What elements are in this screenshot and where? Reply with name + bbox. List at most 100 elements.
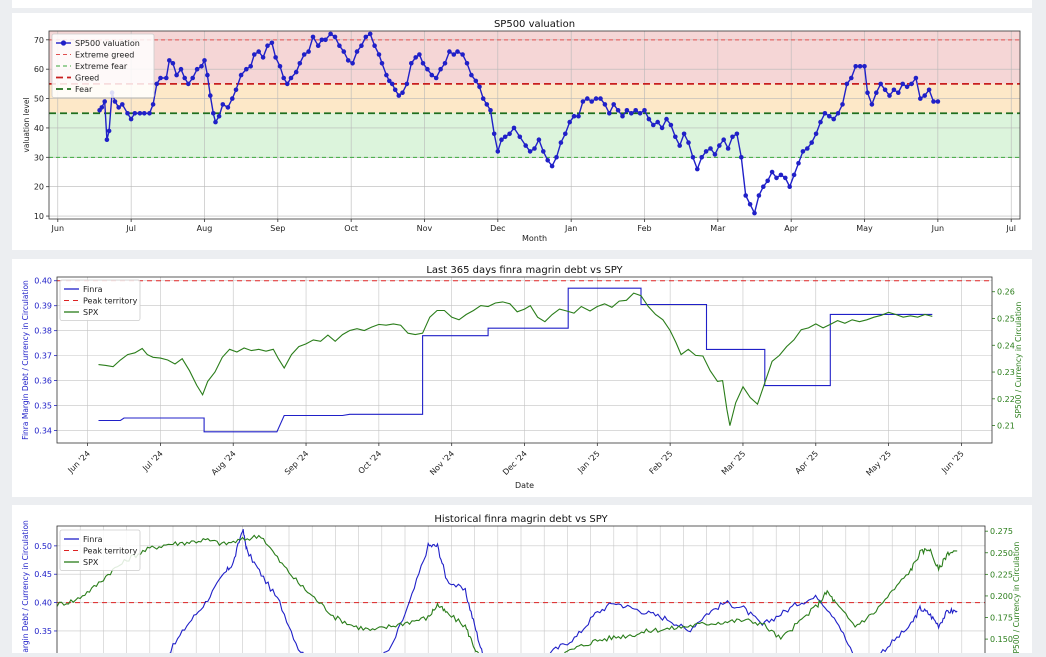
data-point bbox=[429, 72, 435, 78]
data-point bbox=[142, 111, 147, 116]
y-tick-label: 0.50 bbox=[34, 542, 52, 551]
data-point bbox=[273, 55, 278, 60]
data-point bbox=[659, 125, 665, 131]
data-point bbox=[681, 131, 687, 137]
data-point bbox=[216, 113, 222, 119]
x-tick-label: Jun bbox=[931, 224, 945, 233]
data-point bbox=[822, 111, 828, 116]
data-point bbox=[420, 61, 426, 66]
data-point bbox=[857, 64, 863, 69]
data-point bbox=[190, 75, 195, 81]
data-point bbox=[363, 34, 369, 40]
data-point bbox=[517, 134, 523, 140]
data-point bbox=[922, 93, 927, 98]
y-tick-label: 0.37 bbox=[34, 352, 52, 361]
data-point bbox=[598, 96, 603, 101]
plot-frame bbox=[56, 525, 986, 657]
data-point bbox=[252, 52, 257, 57]
data-point bbox=[739, 155, 744, 160]
y-tick-label: 60 bbox=[34, 65, 44, 74]
data-point bbox=[717, 143, 722, 148]
x-tick-label: Oct bbox=[344, 224, 358, 233]
y2-axis-label: SP500 / Currency in Circulation bbox=[1012, 542, 1021, 653]
finra-365-panel: Last 365 days finra magrin debt vs SPY 0.… bbox=[12, 259, 1032, 497]
y2-tick-label: 0.275 bbox=[990, 527, 1013, 536]
series-line-spx bbox=[56, 534, 958, 657]
x-tick-label: Jan '25 bbox=[575, 449, 601, 475]
data-point bbox=[495, 149, 501, 154]
data-point bbox=[359, 43, 364, 48]
data-point bbox=[523, 143, 528, 148]
data-point bbox=[695, 166, 700, 172]
data-point bbox=[244, 66, 249, 72]
legend-box bbox=[59, 529, 141, 571]
legend-label: Finra bbox=[83, 535, 103, 544]
data-point bbox=[686, 140, 691, 145]
data-point bbox=[882, 87, 888, 93]
y2-tick-label: 0.21 bbox=[997, 422, 1015, 431]
data-point bbox=[783, 175, 788, 181]
data-point bbox=[102, 99, 107, 104]
data-point bbox=[532, 146, 537, 151]
x-tick-label: Jul bbox=[125, 224, 136, 233]
data-point bbox=[620, 113, 625, 119]
x-tick-label: Feb '25 bbox=[648, 449, 675, 476]
data-point bbox=[182, 75, 187, 81]
x-tick-label: Jul '24 bbox=[140, 449, 164, 473]
data-point bbox=[438, 66, 443, 72]
y-tick-label: 0.35 bbox=[34, 402, 52, 411]
data-point bbox=[310, 34, 316, 40]
x-tick-label: Jun bbox=[51, 224, 65, 233]
data-point bbox=[507, 131, 512, 137]
data-point bbox=[477, 84, 482, 90]
data-point bbox=[913, 75, 919, 81]
legend-label: Fear bbox=[75, 85, 93, 94]
data-point bbox=[900, 81, 905, 87]
data-point bbox=[918, 96, 923, 101]
data-point bbox=[372, 43, 377, 48]
legend-label: Extreme fear bbox=[75, 62, 128, 71]
y-tick-label: 0.35 bbox=[34, 627, 52, 636]
data-point bbox=[337, 43, 342, 48]
data-point bbox=[511, 125, 517, 131]
y-tick-label: 0.40 bbox=[34, 277, 52, 286]
data-point bbox=[831, 116, 836, 122]
data-point bbox=[384, 72, 389, 78]
data-point bbox=[849, 75, 854, 81]
data-point bbox=[874, 90, 879, 95]
data-point bbox=[281, 75, 287, 81]
data-point bbox=[637, 111, 643, 116]
data-point bbox=[549, 163, 555, 169]
data-point bbox=[409, 61, 414, 66]
legend-label: SP500 valuation bbox=[75, 39, 140, 48]
data-point bbox=[673, 134, 678, 140]
data-point bbox=[301, 52, 307, 57]
data-point bbox=[345, 58, 351, 63]
data-point bbox=[896, 90, 901, 95]
data-point bbox=[935, 99, 941, 104]
data-point bbox=[328, 31, 333, 37]
data-point bbox=[646, 116, 652, 122]
data-point bbox=[502, 134, 508, 140]
data-point bbox=[491, 131, 497, 137]
data-point bbox=[455, 49, 460, 54]
data-point bbox=[769, 169, 775, 175]
data-point bbox=[887, 93, 892, 98]
data-point bbox=[725, 146, 731, 151]
data-point bbox=[341, 49, 347, 54]
data-point bbox=[545, 158, 550, 163]
legend-box bbox=[51, 33, 155, 98]
data-point bbox=[367, 31, 373, 37]
y-tick-label: 50 bbox=[34, 95, 44, 104]
data-point bbox=[878, 81, 883, 87]
data-point bbox=[147, 111, 152, 116]
data-point bbox=[840, 102, 845, 107]
data-point bbox=[611, 102, 616, 107]
y2-tick-label: 0.225 bbox=[990, 570, 1013, 579]
y2-tick-label: 0.150 bbox=[990, 635, 1013, 644]
data-point bbox=[277, 64, 283, 69]
data-point bbox=[853, 64, 858, 69]
x-tick-label: Aug '24 bbox=[210, 449, 238, 477]
data-point bbox=[607, 111, 612, 116]
y-tick-label: 0.45 bbox=[34, 570, 52, 579]
